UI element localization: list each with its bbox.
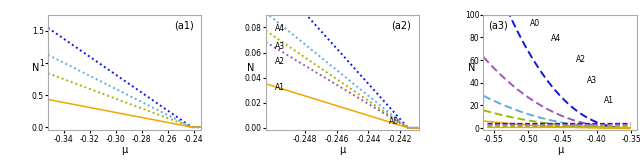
Text: A1: A1 — [604, 96, 614, 105]
Text: (a2): (a2) — [392, 21, 412, 31]
Text: (a3): (a3) — [488, 21, 508, 31]
Y-axis label: N: N — [246, 63, 254, 73]
Text: A4: A4 — [551, 34, 561, 43]
X-axis label: μ: μ — [339, 145, 346, 155]
Text: A1: A1 — [275, 83, 285, 92]
Y-axis label: N: N — [467, 63, 475, 73]
Text: A0: A0 — [529, 19, 540, 28]
X-axis label: μ: μ — [122, 145, 128, 155]
X-axis label: μ: μ — [557, 145, 563, 155]
Text: A2: A2 — [576, 55, 586, 64]
Text: A2: A2 — [275, 57, 285, 66]
Text: A0: A0 — [389, 117, 399, 126]
Text: A3: A3 — [587, 76, 596, 85]
Text: A4: A4 — [275, 24, 285, 33]
Text: A3: A3 — [275, 42, 285, 51]
Text: (a1): (a1) — [174, 21, 194, 31]
Y-axis label: N: N — [32, 63, 40, 73]
